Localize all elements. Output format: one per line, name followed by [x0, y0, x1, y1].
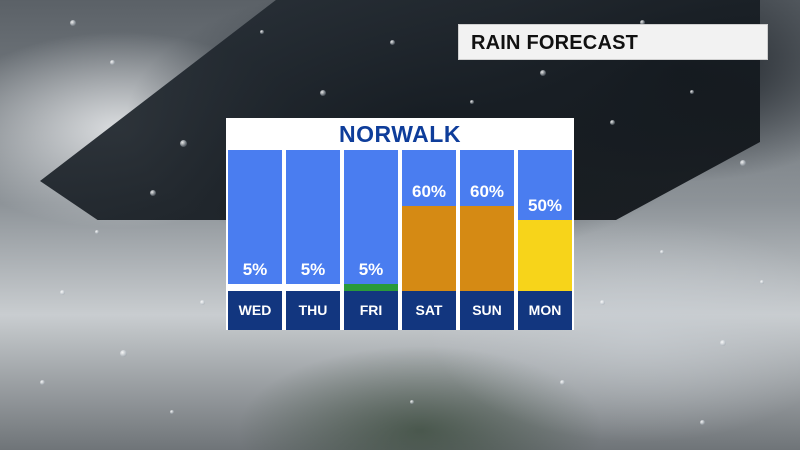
raindrop	[410, 400, 414, 404]
column-background	[286, 150, 340, 291]
rain-chance-bar	[286, 284, 340, 291]
raindrop	[120, 350, 127, 357]
raindrop	[170, 410, 174, 414]
chart-body: 5% WED 5% THU 5% FRI 60% SAT 60% SUN 50% MON	[226, 150, 574, 330]
rain-chance-chart: NORWALK 5% WED 5% THU 5% FRI 60% SAT 60% SUN 50% MO…	[226, 118, 574, 330]
rain-chance-label: 5%	[242, 260, 268, 279]
raindrop	[70, 20, 76, 26]
rain-chance-label: 60%	[411, 182, 447, 201]
column-background	[344, 150, 398, 291]
raindrop	[640, 20, 645, 25]
rain-forecast-title-box: RAIN FORECAST	[458, 24, 768, 60]
chart-header: NORWALK	[226, 118, 574, 150]
raindrop	[560, 380, 565, 385]
raindrop	[540, 70, 546, 76]
raindrop	[760, 280, 764, 284]
rain-chance-label: 50%	[527, 196, 563, 215]
raindrop	[40, 380, 45, 385]
raindrop	[180, 140, 187, 147]
rain-chance-bar	[518, 220, 572, 291]
raindrop	[600, 300, 605, 305]
raindrop	[610, 120, 615, 125]
day-column: 5% FRI	[344, 150, 398, 330]
raindrop	[660, 250, 664, 254]
rain-chance-label: 5%	[300, 260, 326, 279]
raindrop	[720, 340, 726, 346]
chart-title: NORWALK	[339, 121, 461, 147]
raindrop	[740, 160, 746, 166]
day-label: SUN	[460, 291, 514, 330]
rain-chance-bar	[344, 284, 398, 291]
raindrop	[470, 100, 474, 104]
rain-chance-bar	[460, 206, 514, 291]
day-label: FRI	[344, 291, 398, 330]
raindrop	[390, 40, 395, 45]
raindrop	[95, 230, 99, 234]
rain-forecast-title: RAIN FORECAST	[471, 32, 639, 54]
day-column: 60% SAT	[402, 150, 456, 330]
day-label: WED	[228, 291, 282, 330]
raindrop	[60, 290, 65, 295]
rain-chance-label: 5%	[358, 260, 384, 279]
day-label: SAT	[402, 291, 456, 330]
day-column: 60% SUN	[460, 150, 514, 330]
day-column: 5% THU	[286, 150, 340, 330]
rain-chance-label: 60%	[469, 182, 505, 201]
raindrop	[150, 190, 156, 196]
raindrop	[260, 30, 264, 34]
raindrop	[320, 90, 326, 96]
rain-chance-bar	[228, 284, 282, 291]
day-column: 50% MON	[518, 150, 572, 330]
raindrop	[200, 300, 205, 305]
column-background	[228, 150, 282, 291]
rain-chance-bar	[402, 206, 456, 291]
day-label: MON	[518, 291, 572, 330]
raindrop	[700, 420, 705, 425]
day-label: THU	[286, 291, 340, 330]
day-column: 5% WED	[228, 150, 282, 330]
raindrop	[110, 60, 115, 65]
raindrop	[690, 90, 694, 94]
